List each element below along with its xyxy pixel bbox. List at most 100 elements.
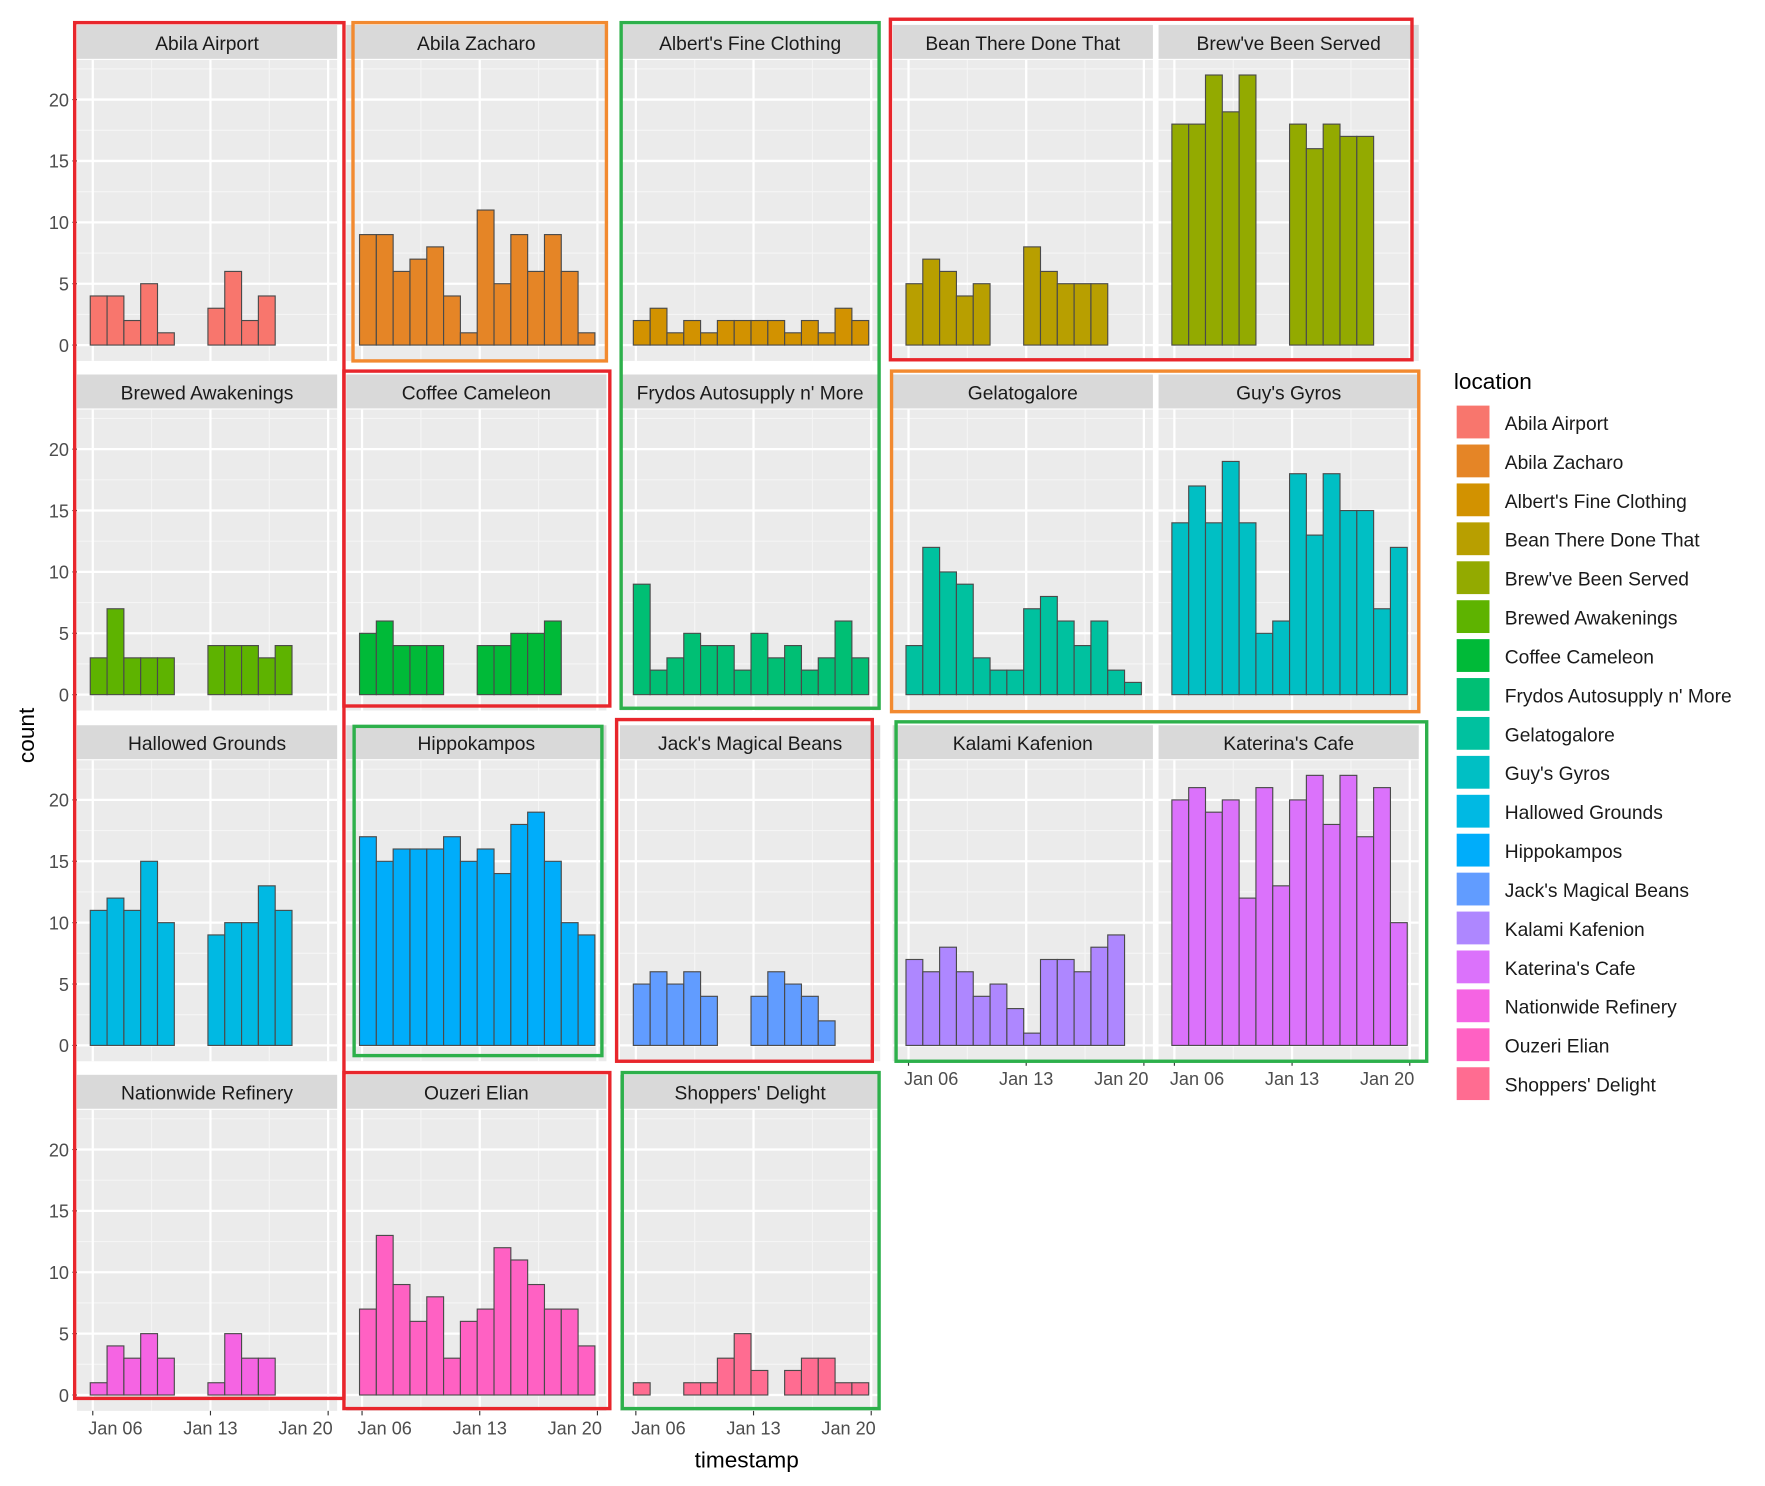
facet-panel: Katerina's Cafe	[1158, 725, 1419, 1062]
x-tick-label: Jan 20	[278, 1419, 332, 1439]
histogram-bar	[800, 995, 819, 1046]
histogram-bar	[989, 983, 1008, 1046]
facet-panel: Guy's Gyros	[1158, 374, 1419, 711]
histogram-bar	[543, 620, 562, 696]
facet-strip	[620, 725, 881, 760]
histogram-bar	[649, 669, 668, 696]
facet-title: Brew've Been Served	[1197, 34, 1381, 55]
plot-area	[620, 1109, 881, 1411]
histogram-bar	[817, 657, 836, 696]
facet-panel: Nationwide Refinery	[76, 1074, 338, 1411]
facet-strip	[346, 374, 607, 409]
histogram-bar	[1255, 632, 1274, 696]
legend-key	[1455, 910, 1491, 946]
facet-panel: Bean There Done That	[892, 24, 1153, 361]
histogram-bar	[409, 258, 428, 346]
y-tick-label: 10	[49, 913, 69, 933]
legend-key	[1455, 521, 1491, 557]
facet-title: Hippokampos	[418, 734, 536, 755]
histogram-bar	[1090, 283, 1109, 346]
histogram-bar	[1238, 74, 1257, 346]
histogram-bar	[123, 657, 142, 696]
histogram-bar	[733, 669, 752, 696]
histogram-bar	[1373, 608, 1392, 696]
histogram-bar	[156, 922, 175, 1046]
histogram-bar	[922, 258, 941, 346]
x-tick-label: Jan 06	[631, 1419, 685, 1439]
legend-key	[1455, 1027, 1491, 1063]
histogram-bar	[750, 1369, 769, 1396]
histogram-bar	[1039, 270, 1058, 346]
histogram-bar	[632, 319, 651, 346]
legend-label: Katerina's Cafe	[1505, 959, 1636, 980]
histogram-bar	[955, 971, 974, 1046]
histogram-bar	[476, 209, 495, 346]
histogram-bar	[224, 270, 243, 346]
histogram-bar	[106, 295, 125, 346]
legend-key	[1455, 715, 1491, 751]
histogram-bar	[1255, 787, 1274, 1046]
histogram-bar	[274, 909, 293, 1046]
histogram-bar	[716, 645, 735, 696]
facet-strip	[892, 24, 1153, 59]
histogram-bar	[224, 645, 243, 696]
highlight-box-green	[894, 720, 1429, 1063]
facet-title: Abila Airport	[155, 34, 259, 55]
histogram-bar	[632, 583, 651, 696]
histogram-bar	[1023, 608, 1042, 696]
legend-key	[1455, 949, 1491, 985]
histogram-bar	[1272, 885, 1291, 1046]
histogram-bar	[800, 319, 819, 346]
histogram-bar	[767, 319, 786, 346]
histogram-bar	[700, 1382, 718, 1396]
histogram-bar	[241, 922, 259, 1046]
facet-strip	[1158, 725, 1419, 760]
plot-area	[620, 409, 881, 711]
facet-panel: Kalami Kafenion	[892, 725, 1153, 1062]
facet-strip	[346, 1074, 607, 1109]
histogram-bar	[140, 860, 159, 1046]
facet-strip	[1158, 374, 1419, 409]
histogram-bar	[89, 909, 108, 1046]
legend-label: Gelatogalore	[1505, 725, 1615, 746]
histogram-bar	[700, 995, 718, 1046]
histogram-bar	[1356, 509, 1375, 696]
facet-title: Guy's Gyros	[1236, 383, 1341, 404]
legend-label: Coffee Cameleon	[1505, 647, 1654, 668]
facet-panel: Ouzeri Elian	[346, 1074, 607, 1411]
plot-area	[346, 59, 607, 361]
facet-panel: Hippokampos	[346, 725, 607, 1062]
highlight-box-green	[619, 20, 881, 710]
legend-label: Nationwide Refinery	[1505, 998, 1677, 1019]
histogram-bar	[1204, 522, 1223, 696]
highlight-box-red	[72, 20, 346, 1401]
histogram-bar	[106, 897, 125, 1046]
histogram-bar	[1339, 509, 1358, 696]
histogram-bar	[1305, 774, 1324, 1046]
histogram-bar	[527, 632, 546, 696]
legend-title: location	[1454, 369, 1532, 394]
facet-title: Brewed Awakenings	[121, 383, 294, 404]
histogram-bar	[683, 632, 702, 696]
highlight-box-red	[614, 717, 875, 1063]
histogram-bar	[834, 307, 853, 346]
histogram-bar	[784, 645, 803, 696]
facet-panel: Hallowed Grounds	[76, 725, 338, 1062]
histogram-bar	[955, 583, 974, 696]
histogram-bar	[649, 971, 668, 1046]
histogram-bar	[1056, 958, 1075, 1046]
histogram-bar	[700, 332, 718, 346]
histogram-bar	[123, 319, 142, 346]
histogram-bar	[358, 1308, 377, 1396]
facet-title: Ouzeri Elian	[424, 1084, 529, 1105]
histogram-bar	[666, 983, 685, 1046]
facet-panel: Albert's Fine Clothing	[620, 24, 881, 361]
legend-label: Brew've Been Served	[1505, 570, 1689, 591]
histogram-bar	[851, 1382, 870, 1396]
facet-panel: Jack's Magical Beans	[620, 725, 881, 1062]
histogram-bar	[632, 983, 651, 1046]
facet-title: Shoppers' Delight	[675, 1084, 827, 1105]
histogram-bar	[140, 657, 159, 696]
